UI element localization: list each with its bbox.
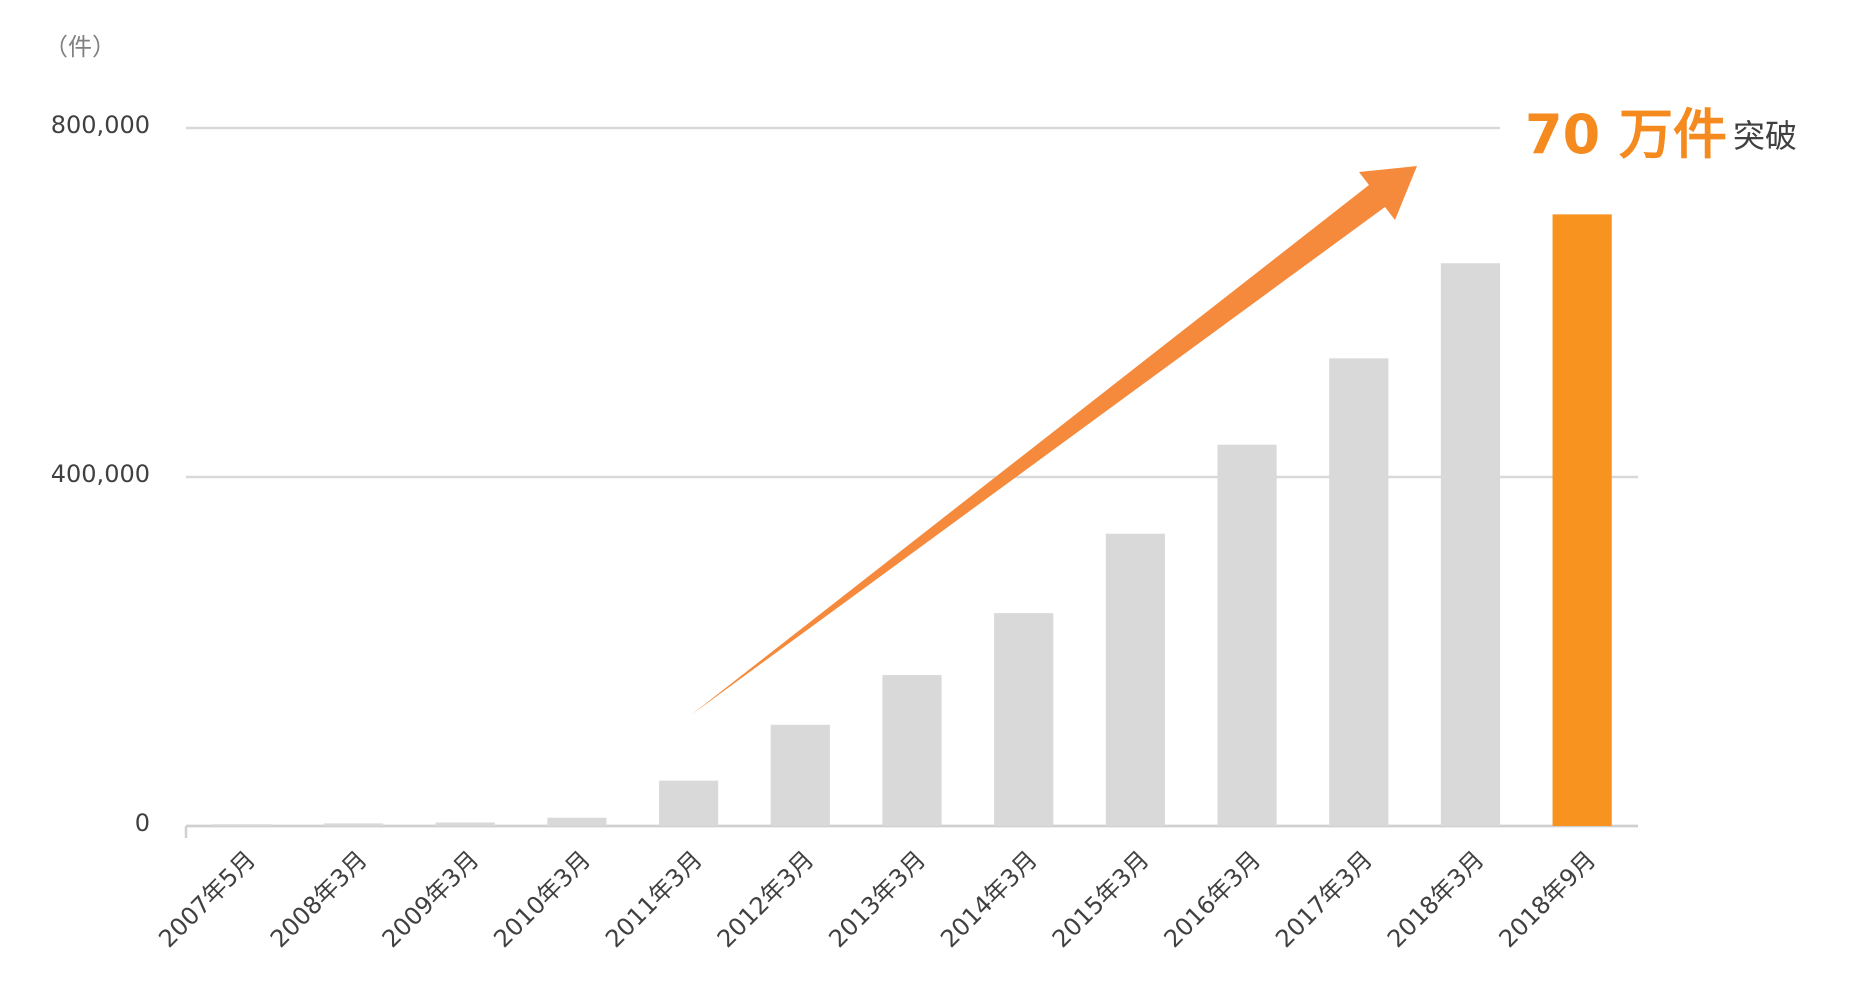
x-tick-label: 2009年3月 [377, 845, 485, 953]
bar [435, 822, 495, 826]
x-tick-label: 2007年5月 [153, 845, 261, 953]
y-tick-label: 800,000 [51, 111, 150, 139]
bar [1329, 358, 1389, 826]
x-tick-label: 2011年3月 [600, 845, 708, 953]
annotation-suffix: 突破 [1733, 117, 1797, 155]
x-tick-label: 2010年3月 [488, 845, 596, 953]
bar [659, 780, 719, 826]
bar [1105, 533, 1165, 826]
bar [323, 823, 384, 826]
bars [212, 214, 1612, 826]
bar [770, 724, 830, 826]
x-tick-label: 2016年3月 [1159, 845, 1267, 953]
y-tick-label: 400,000 [51, 460, 150, 488]
bar [1217, 444, 1277, 826]
x-tick-label: 2018年3月 [1382, 845, 1490, 953]
x-tick-label: 2013年3月 [823, 845, 931, 953]
bar [1552, 214, 1612, 826]
annotation-background [1500, 95, 1840, 175]
annotation: 70 万件 突破 [1525, 103, 1797, 166]
x-tick-label: 2012年3月 [712, 845, 820, 953]
x-tick-label: 2017年3月 [1270, 845, 1378, 953]
bar [212, 824, 272, 826]
y-tick-label: 0 [135, 809, 150, 837]
bar [994, 613, 1054, 826]
x-tick-label: 2018年9月 [1494, 845, 1602, 953]
bar [547, 817, 607, 826]
x-tick-label: 2015年3月 [1047, 845, 1155, 953]
annotation-main: 70 万件 [1525, 103, 1727, 166]
growth-arrow [691, 166, 1417, 715]
bar [1440, 263, 1501, 826]
y-unit-label: （件） [44, 33, 116, 61]
x-tick-label: 2008年3月 [265, 845, 373, 953]
bar [882, 675, 942, 826]
x-tick-label: 2014年3月 [935, 845, 1043, 953]
grid: 0 400,000 800,000 2007年5月 2008年3月 2009年3月 2010… [51, 111, 1638, 953]
